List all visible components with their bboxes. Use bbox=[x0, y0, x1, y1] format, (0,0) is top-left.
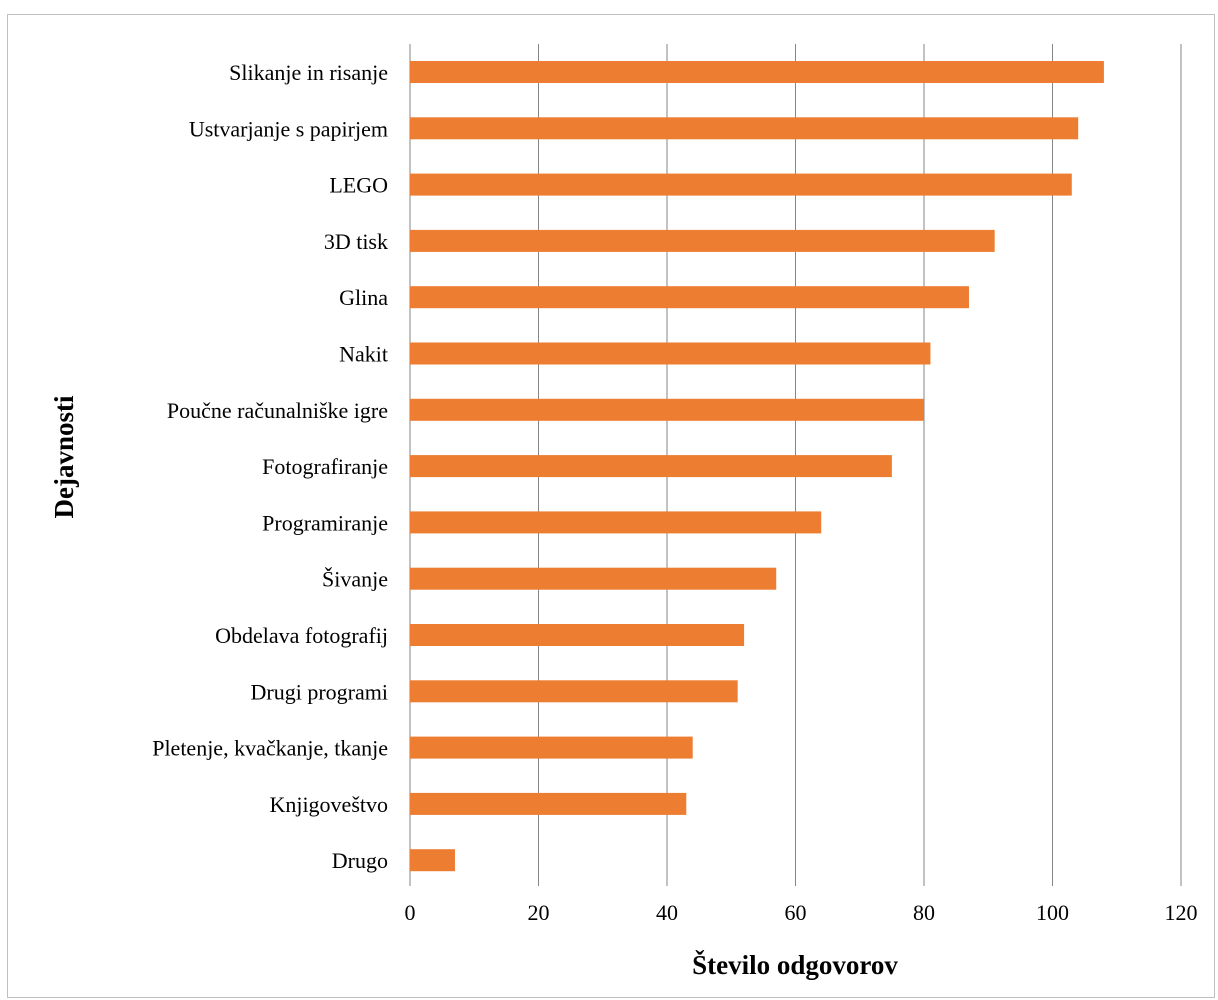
bar bbox=[410, 680, 738, 703]
bar bbox=[410, 567, 777, 590]
bar bbox=[410, 792, 687, 815]
x-tick-label: 40 bbox=[656, 900, 678, 925]
x-tick-label: 100 bbox=[1036, 900, 1069, 925]
category-label: Ustvarjanje s papirjem bbox=[189, 116, 388, 141]
bar bbox=[410, 736, 693, 759]
category-label: 3D tisk bbox=[324, 229, 388, 254]
bar bbox=[410, 624, 745, 646]
bar bbox=[410, 117, 1079, 140]
bar bbox=[410, 511, 822, 534]
category-label: Drugi programi bbox=[251, 679, 388, 704]
category-label: Šivanje bbox=[322, 567, 388, 592]
category-label: Obdelava fotografij bbox=[215, 623, 388, 648]
x-axis-title: Število odgovorov bbox=[692, 950, 898, 980]
bar bbox=[410, 455, 892, 478]
x-tick-labels: 0 20 40 60 80 100 120 bbox=[405, 900, 1198, 925]
category-label: LEGO bbox=[329, 173, 388, 198]
x-tick-label: 80 bbox=[913, 900, 935, 925]
x-tick-label: 0 bbox=[405, 900, 416, 925]
x-tick-label: 120 bbox=[1165, 900, 1198, 925]
category-label: Drugo bbox=[332, 848, 388, 873]
bar bbox=[410, 173, 1072, 196]
category-label: Poučne računalniške igre bbox=[167, 398, 388, 423]
category-label: Nakit bbox=[339, 342, 388, 367]
bar bbox=[410, 229, 995, 252]
category-label: Fotografiranje bbox=[262, 454, 388, 479]
bar bbox=[410, 398, 924, 421]
x-tick-label: 20 bbox=[528, 900, 550, 925]
category-label: Pletenje, kvačkanje, tkanje bbox=[152, 736, 388, 761]
category-label: Slikanje in risanje bbox=[229, 60, 388, 85]
category-label: Programiranje bbox=[262, 510, 388, 535]
bar bbox=[410, 849, 455, 872]
bar bbox=[410, 286, 969, 309]
bars bbox=[410, 61, 1104, 872]
bar bbox=[410, 61, 1104, 83]
bar bbox=[410, 342, 931, 365]
category-labels: Slikanje in risanje Ustvarjanje s papirje… bbox=[152, 60, 388, 873]
category-label: Knjigoveštvo bbox=[269, 792, 388, 817]
y-axis-title: Dejavnosti bbox=[49, 395, 79, 518]
category-label: Glina bbox=[339, 285, 388, 310]
x-tick-label: 60 bbox=[785, 900, 807, 925]
